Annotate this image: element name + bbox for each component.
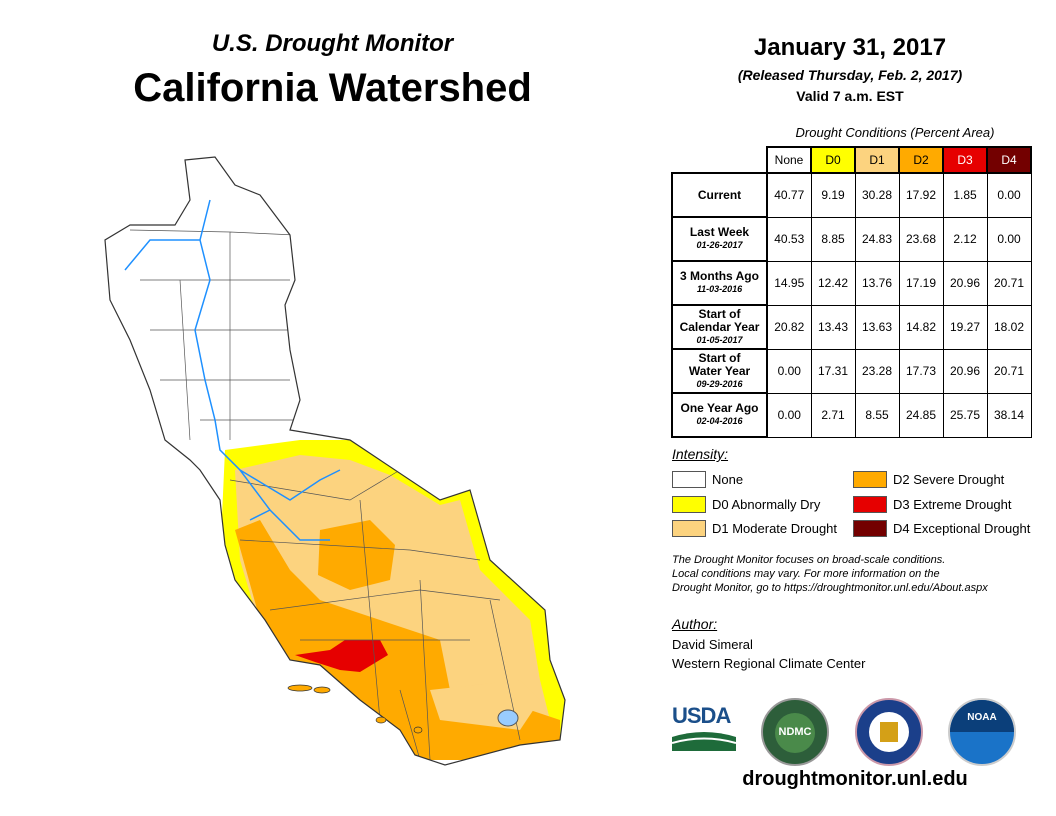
d2-area-central bbox=[318, 520, 395, 590]
table-row: Current 40.77 9.19 30.28 17.92 1.85 0.00 bbox=[671, 172, 1032, 218]
note-line: Local conditions may vary. For more info… bbox=[672, 568, 940, 580]
row-label: One Year Ago 02-04-2016 bbox=[671, 392, 768, 438]
salton-sea bbox=[497, 709, 519, 727]
legend-item: D4 Exceptional Drought bbox=[853, 520, 1030, 537]
table-cell: 20.82 bbox=[766, 304, 812, 350]
note-line: The Drought Monitor focuses on broad-sca… bbox=[672, 554, 946, 566]
table-cell: 14.95 bbox=[766, 260, 812, 306]
table-cell: 20.71 bbox=[986, 260, 1032, 306]
disclaimer-note: The Drought Monitor focuses on broad-sca… bbox=[672, 553, 1052, 595]
row-label: Current bbox=[671, 172, 768, 218]
table-cell: 38.14 bbox=[986, 392, 1032, 438]
col-d4: D4 bbox=[986, 146, 1032, 174]
note-line: Drought Monitor, go to https://droughtmo… bbox=[672, 582, 988, 594]
legend-swatch bbox=[853, 471, 887, 488]
author-org: Western Regional Climate Center bbox=[672, 656, 866, 671]
author-title: Author: bbox=[672, 616, 718, 632]
legend-swatch bbox=[672, 471, 706, 488]
row-label: Last Week 01-26-2017 bbox=[671, 216, 768, 262]
table-cell: 17.19 bbox=[898, 260, 944, 306]
map-date: January 31, 2017 bbox=[753, 34, 947, 61]
table-cell: 25.75 bbox=[942, 392, 988, 438]
table-cell: 23.68 bbox=[898, 216, 944, 262]
legend-item: D2 Severe Drought bbox=[853, 471, 1004, 488]
table-row: Start of Water Year 09-29-2016 0.00 17.31 23.… bbox=[671, 348, 1032, 394]
table-cell: 0.00 bbox=[986, 172, 1032, 218]
author-name: David Simeral bbox=[672, 637, 753, 652]
legend-item: D0 Abnormally Dry bbox=[672, 496, 820, 513]
legend-swatch bbox=[672, 520, 706, 537]
table-cell: 12.42 bbox=[810, 260, 856, 306]
table-cell: 2.12 bbox=[942, 216, 988, 262]
table-cell: 20.71 bbox=[986, 348, 1032, 394]
table-caption: Drought Conditions (Percent Area) bbox=[795, 125, 995, 140]
legend-item: D3 Extreme Drought bbox=[853, 496, 1012, 513]
table-cell: 0.00 bbox=[766, 348, 812, 394]
subtitle: U.S. Drought Monitor bbox=[211, 30, 454, 57]
channel-islands bbox=[287, 684, 423, 734]
rivers bbox=[124, 199, 341, 541]
legend-swatch bbox=[672, 496, 706, 513]
ndmc-logo: NDMC bbox=[761, 698, 829, 766]
table-cell: 17.73 bbox=[898, 348, 944, 394]
table-cell: 17.31 bbox=[810, 348, 856, 394]
legend-item: None bbox=[672, 471, 743, 488]
d3-area bbox=[295, 640, 388, 672]
col-d3: D3 bbox=[942, 146, 988, 174]
watershed-map bbox=[104, 156, 566, 766]
table-cell: 14.82 bbox=[898, 304, 944, 350]
table-cell: 24.85 bbox=[898, 392, 944, 438]
col-d1: D1 bbox=[854, 146, 900, 174]
table-cell: 9.19 bbox=[810, 172, 856, 218]
table-cell: 1.85 bbox=[942, 172, 988, 218]
table-cell: 40.77 bbox=[766, 172, 812, 218]
table-cell: 13.63 bbox=[854, 304, 900, 350]
table-cell: 20.96 bbox=[942, 260, 988, 306]
table-cell: 8.55 bbox=[854, 392, 900, 438]
table-cell: 17.92 bbox=[898, 172, 944, 218]
col-none: None bbox=[766, 146, 812, 174]
table-cell: 20.96 bbox=[942, 348, 988, 394]
table-cell: 24.83 bbox=[854, 216, 900, 262]
table-row: One Year Ago 02-04-2016 0.00 2.71 8.55 24.85 2… bbox=[671, 392, 1032, 438]
legend-swatch bbox=[853, 520, 887, 537]
table-cell: 19.27 bbox=[942, 304, 988, 350]
website-url[interactable]: droughtmonitor.unl.edu bbox=[742, 768, 968, 790]
col-d2: D2 bbox=[898, 146, 944, 174]
col-d0: D0 bbox=[810, 146, 856, 174]
drought-conditions-table: None D0 D1 D2 D3 D4 Current 40.77 9.19 30.2… bbox=[671, 146, 1032, 438]
legend-title: Intensity: bbox=[672, 446, 729, 462]
legend-swatch bbox=[853, 496, 887, 513]
table-cell: 13.43 bbox=[810, 304, 856, 350]
table-cell: 23.28 bbox=[854, 348, 900, 394]
row-label: Start of Water Year 09-29-2016 bbox=[671, 348, 768, 394]
page-title: California Watershed bbox=[133, 66, 532, 110]
legend-item: D1 Moderate Drought bbox=[672, 520, 837, 537]
noaa-logo: NOAA bbox=[948, 698, 1016, 766]
table-cell: 0.00 bbox=[986, 216, 1032, 262]
table-cell: 18.02 bbox=[986, 304, 1032, 350]
table-cell: 40.53 bbox=[766, 216, 812, 262]
subbasin-boundaries bbox=[129, 229, 521, 761]
table-cell: 8.85 bbox=[810, 216, 856, 262]
table-row: Start of Calendar Year 01-05-2017 20.82 13.4… bbox=[671, 304, 1032, 350]
table-cell: 2.71 bbox=[810, 392, 856, 438]
commerce-seal-logo bbox=[855, 698, 923, 766]
table-cell: 13.76 bbox=[854, 260, 900, 306]
valid-time: Valid 7 a.m. EST bbox=[796, 88, 904, 104]
table-row: Last Week 01-26-2017 40.53 8.85 24.83 23.68 2.… bbox=[671, 216, 1032, 262]
release-date: (Released Thursday, Feb. 2, 2017) bbox=[737, 67, 963, 83]
row-label: 3 Months Ago 11-03-2016 bbox=[671, 260, 768, 306]
usda-logo: USDA bbox=[671, 703, 737, 751]
row-label: Start of Calendar Year 01-05-2017 bbox=[671, 304, 768, 350]
table-cell: 30.28 bbox=[854, 172, 900, 218]
table-cell: 0.00 bbox=[766, 392, 812, 438]
table-row: 3 Months Ago 11-03-2016 14.95 12.42 13.76 17.… bbox=[671, 260, 1032, 306]
table-header-row: None D0 D1 D2 D3 D4 bbox=[672, 146, 1032, 174]
